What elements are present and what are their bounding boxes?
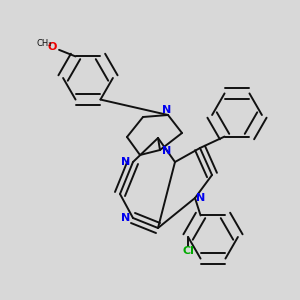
Text: O: O <box>48 42 57 52</box>
Text: N: N <box>162 105 171 115</box>
Text: N: N <box>196 193 206 203</box>
Text: Cl: Cl <box>182 246 194 256</box>
Text: CH₃: CH₃ <box>37 39 52 48</box>
Text: N: N <box>121 213 130 223</box>
Text: N: N <box>162 146 171 157</box>
Text: N: N <box>121 157 130 167</box>
